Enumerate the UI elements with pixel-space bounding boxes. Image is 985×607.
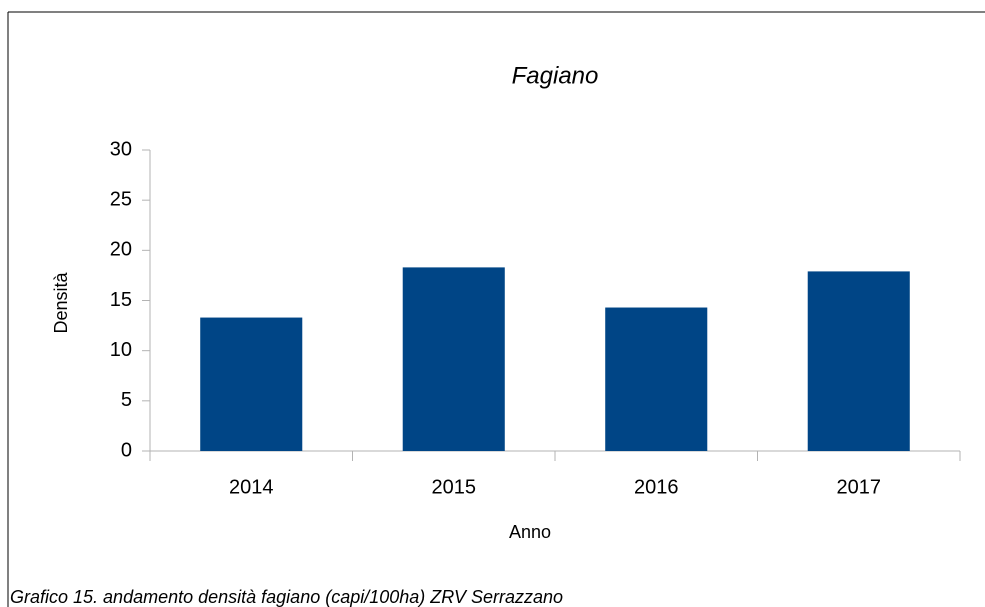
bar [200,317,303,451]
x-axis-label: Anno [509,522,551,542]
y-tick-label: 5 [121,389,132,411]
x-tick-label: 2014 [229,476,274,498]
y-axis-label: Densità [51,271,71,333]
bar [807,271,910,451]
bar [605,307,708,451]
y-tick-label: 10 [110,339,132,361]
y-tick-label: 0 [121,439,132,461]
x-tick-label: 2017 [837,476,882,498]
bar [402,267,505,451]
y-tick-label: 20 [110,239,132,261]
x-tick-label: 2015 [432,476,477,498]
chart-title: Fagiano [512,62,599,89]
y-tick-label: 15 [110,289,132,311]
y-tick-label: 30 [110,138,132,160]
y-tick-label: 25 [110,188,132,210]
x-tick-label: 2016 [634,476,679,498]
caption: Grafico 15. andamento densità fagiano (c… [10,587,563,607]
